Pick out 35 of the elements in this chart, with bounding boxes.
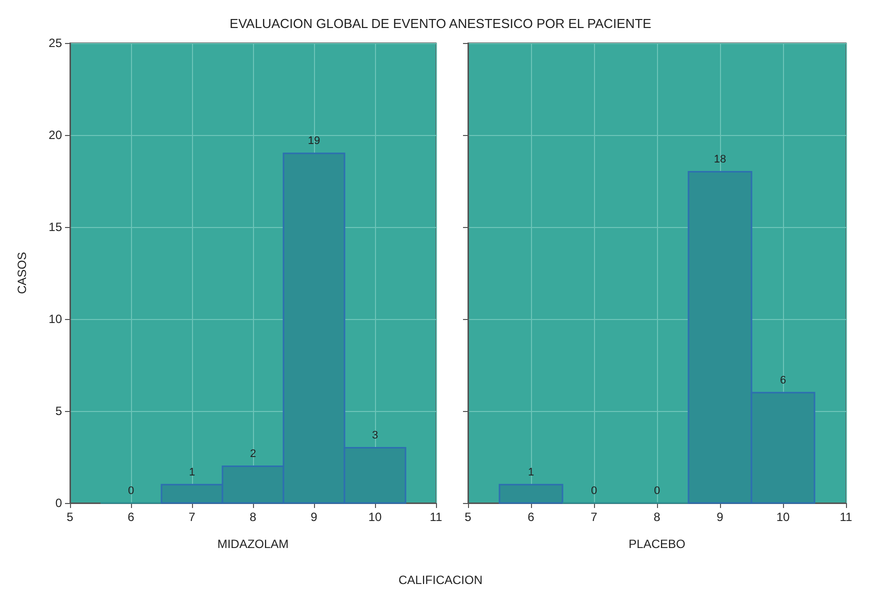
data-label: 1: [188, 466, 196, 478]
y-tick-label: 25: [48, 36, 62, 50]
x-tick-label: 10: [368, 510, 382, 524]
x-axis-title: MIDAZOLAM: [217, 537, 289, 551]
x-tick-label: 11: [840, 510, 853, 524]
x-tick-label: 6: [528, 510, 535, 524]
data-label: 0: [654, 484, 660, 497]
data-label: 0: [128, 484, 134, 497]
data-label: 0: [590, 484, 598, 497]
x-tick-label: 7: [590, 510, 598, 524]
y-tick-label: 5: [55, 404, 62, 418]
x-tick-label: 9: [310, 510, 318, 524]
data-label: 3: [372, 430, 378, 442]
data-label: 2: [250, 448, 256, 460]
x-tick-label: 11: [430, 510, 443, 524]
x-tick-label: 6: [128, 510, 135, 524]
x-tick-label: 8: [250, 510, 257, 524]
y-tick-label: 15: [48, 220, 62, 234]
y-tick-label: 20: [48, 128, 62, 142]
y-tick-label: 0: [55, 496, 62, 510]
x-tick-label: 5: [464, 510, 472, 524]
chart-title: EVALUACION GLOBAL DE EVENTO ANESTESICO POR EL PACIENTE: [228, 16, 652, 31]
x-tick-label: 7: [188, 510, 196, 524]
data-label: 19: [308, 135, 320, 148]
y-axis-title: CASOS: [15, 252, 29, 294]
x-axis-title: PLACEBO: [628, 537, 686, 551]
x-tick-label: 9: [716, 510, 724, 524]
data-label: 18: [714, 154, 726, 166]
x-tick-label: 8: [654, 510, 661, 524]
data-label: 1: [528, 466, 534, 478]
x-tick-label: 5: [66, 510, 74, 524]
x-tick-label: 10: [776, 510, 790, 524]
y-tick-label: 10: [48, 312, 62, 326]
data-label: 6: [780, 374, 786, 386]
text: CALIFICACION: [397, 573, 484, 587]
